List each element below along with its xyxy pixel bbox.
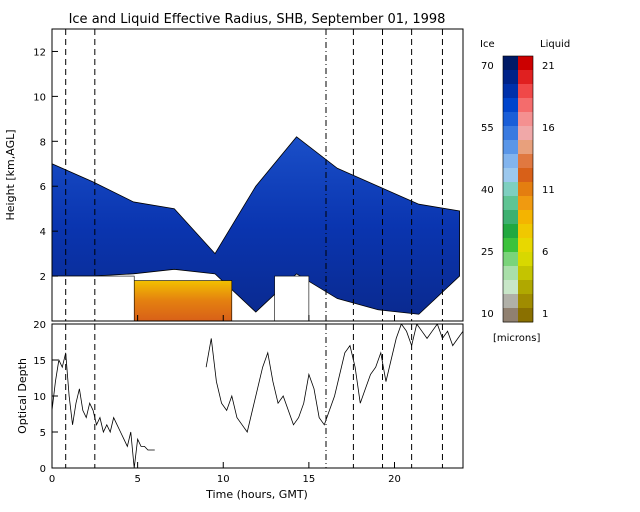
colorbar-liquid-swatch — [518, 70, 533, 85]
colorbar-ice-swatch — [503, 168, 518, 183]
height-tick-label: 4 — [40, 227, 46, 238]
colorbar-ice-swatch — [503, 112, 518, 127]
liquid-cloud-region — [133, 280, 233, 321]
colorbar-liquid-swatch — [518, 140, 533, 155]
colorbar-ice-swatch — [503, 70, 518, 85]
time-tick-label: 20 — [388, 474, 401, 485]
blanked-region — [274, 275, 310, 321]
colorbar-liquid-tick: 21 — [542, 61, 555, 72]
colorbar-ice-swatch — [503, 182, 518, 197]
blanked-region — [52, 275, 135, 321]
optical-depth-tick-label: 5 — [40, 428, 46, 439]
optical-depth-tick-label: 10 — [33, 392, 46, 403]
colorbar-liquid-swatch — [518, 154, 533, 169]
colorbar-ice-swatch — [503, 196, 518, 211]
colorbar-ice-tick: 70 — [481, 61, 494, 72]
optical-depth-tick-label: 20 — [33, 320, 46, 331]
optical-depth-plot-frame — [51, 323, 464, 469]
height-axis-label: Height [km,AGL] — [4, 129, 17, 220]
colorbar: Ice Liquid 70 21 55 16 40 11 25 6 10 1 [microns] — [480, 39, 570, 344]
colorbar-ice-swatch — [503, 252, 518, 267]
ice-cloud-region — [52, 136, 460, 315]
colorbar-ice-swatch — [503, 266, 518, 281]
colorbar-liquid-swatch — [518, 308, 533, 323]
colorbar-ice-tick: 25 — [481, 247, 494, 258]
colorbar-liquid-swatch — [518, 196, 533, 211]
colorbar-frame — [502, 55, 534, 323]
colorbar-ice-swatch — [503, 126, 518, 141]
colorbar-ice-swatch — [503, 98, 518, 113]
colorbar-ticks: 70 21 55 16 40 11 25 6 10 1 — [481, 61, 555, 320]
colorbar-liquid-swatches — [518, 56, 533, 323]
colorbar-liquid-swatch — [518, 84, 533, 99]
height-tick-label: 10 — [33, 92, 46, 103]
colorbar-ice-swatch — [503, 154, 518, 169]
colorbar-ice-label: Ice — [480, 39, 495, 50]
height-tick-label: 12 — [33, 47, 46, 58]
optical-depth-tick-label: 0 — [40, 464, 46, 475]
colorbar-liquid-swatch — [518, 210, 533, 225]
colorbar-liquid-swatch — [518, 98, 533, 113]
colorbar-liquid-swatch — [518, 266, 533, 281]
optical-depth-axis-ticks: 0 5 10 15 20 0 5 10 15 20 — [33, 320, 401, 485]
effective-radius-panel: 2 4 6 8 10 12 Height [km,AGL] — [4, 28, 464, 322]
colorbar-unit-label: [microns] — [493, 333, 540, 344]
time-tick-label: 15 — [303, 474, 316, 485]
colorbar-ice-swatch — [503, 308, 518, 323]
optical-depth-axis-label: Optical Depth — [16, 358, 29, 434]
colorbar-liquid-swatch — [518, 112, 533, 127]
colorbar-liquid-tick: 11 — [542, 185, 555, 196]
colorbar-ice-swatch — [503, 238, 518, 253]
optical-depth-line — [52, 324, 463, 468]
event-lines-bottom — [65, 324, 443, 468]
colorbar-liquid-tick: 1 — [542, 309, 548, 320]
time-tick-label: 10 — [217, 474, 230, 485]
colorbar-ice-swatch — [503, 280, 518, 295]
colorbar-liquid-swatch — [518, 252, 533, 267]
colorbar-ice-swatches — [503, 56, 518, 323]
colorbar-liquid-swatch — [518, 224, 533, 239]
colorbar-ice-swatch — [503, 84, 518, 99]
colorbar-ice-swatch — [503, 294, 518, 309]
colorbar-liquid-label: Liquid — [540, 39, 570, 50]
colorbar-liquid-swatch — [518, 168, 533, 183]
colorbar-ice-swatch — [503, 56, 518, 71]
colorbar-ice-tick: 55 — [481, 123, 494, 134]
event-lines-top — [65, 29, 443, 321]
optical-depth-series — [52, 324, 463, 468]
radius-plot-frame — [51, 28, 464, 322]
colorbar-liquid-swatch — [518, 56, 533, 71]
colorbar-liquid-swatch — [518, 126, 533, 141]
colorbar-liquid-swatch — [518, 280, 533, 295]
time-axis-label: Time (hours, GMT) — [205, 488, 308, 501]
colorbar-liquid-swatch — [518, 294, 533, 309]
colorbar-liquid-swatch — [518, 238, 533, 253]
colorbar-ice-swatch — [503, 140, 518, 155]
height-tick-label: 6 — [40, 182, 46, 193]
chart-title: Ice and Liquid Effective Radius, SHB, Se… — [69, 12, 446, 27]
optical-depth-tick-label: 15 — [33, 356, 46, 367]
colorbar-liquid-swatch — [518, 182, 533, 197]
colorbar-ice-tick: 10 — [481, 309, 494, 320]
time-tick-label: 5 — [134, 474, 140, 485]
radius-axis-ticks: 2 4 6 8 10 12 — [33, 47, 395, 321]
colorbar-ice-swatch — [503, 210, 518, 225]
colorbar-ice-swatch — [503, 224, 518, 239]
optical-depth-panel: 0 5 10 15 20 0 5 10 15 20 Optical Depth Time (hou… — [16, 320, 464, 501]
height-tick-label: 8 — [40, 137, 46, 148]
colorbar-liquid-tick: 6 — [542, 247, 548, 258]
height-tick-label: 2 — [40, 272, 46, 283]
time-tick-label: 0 — [49, 474, 55, 485]
colorbar-ice-tick: 40 — [481, 185, 494, 196]
colorbar-liquid-tick: 16 — [542, 123, 555, 134]
radius-field-layer — [52, 136, 460, 321]
